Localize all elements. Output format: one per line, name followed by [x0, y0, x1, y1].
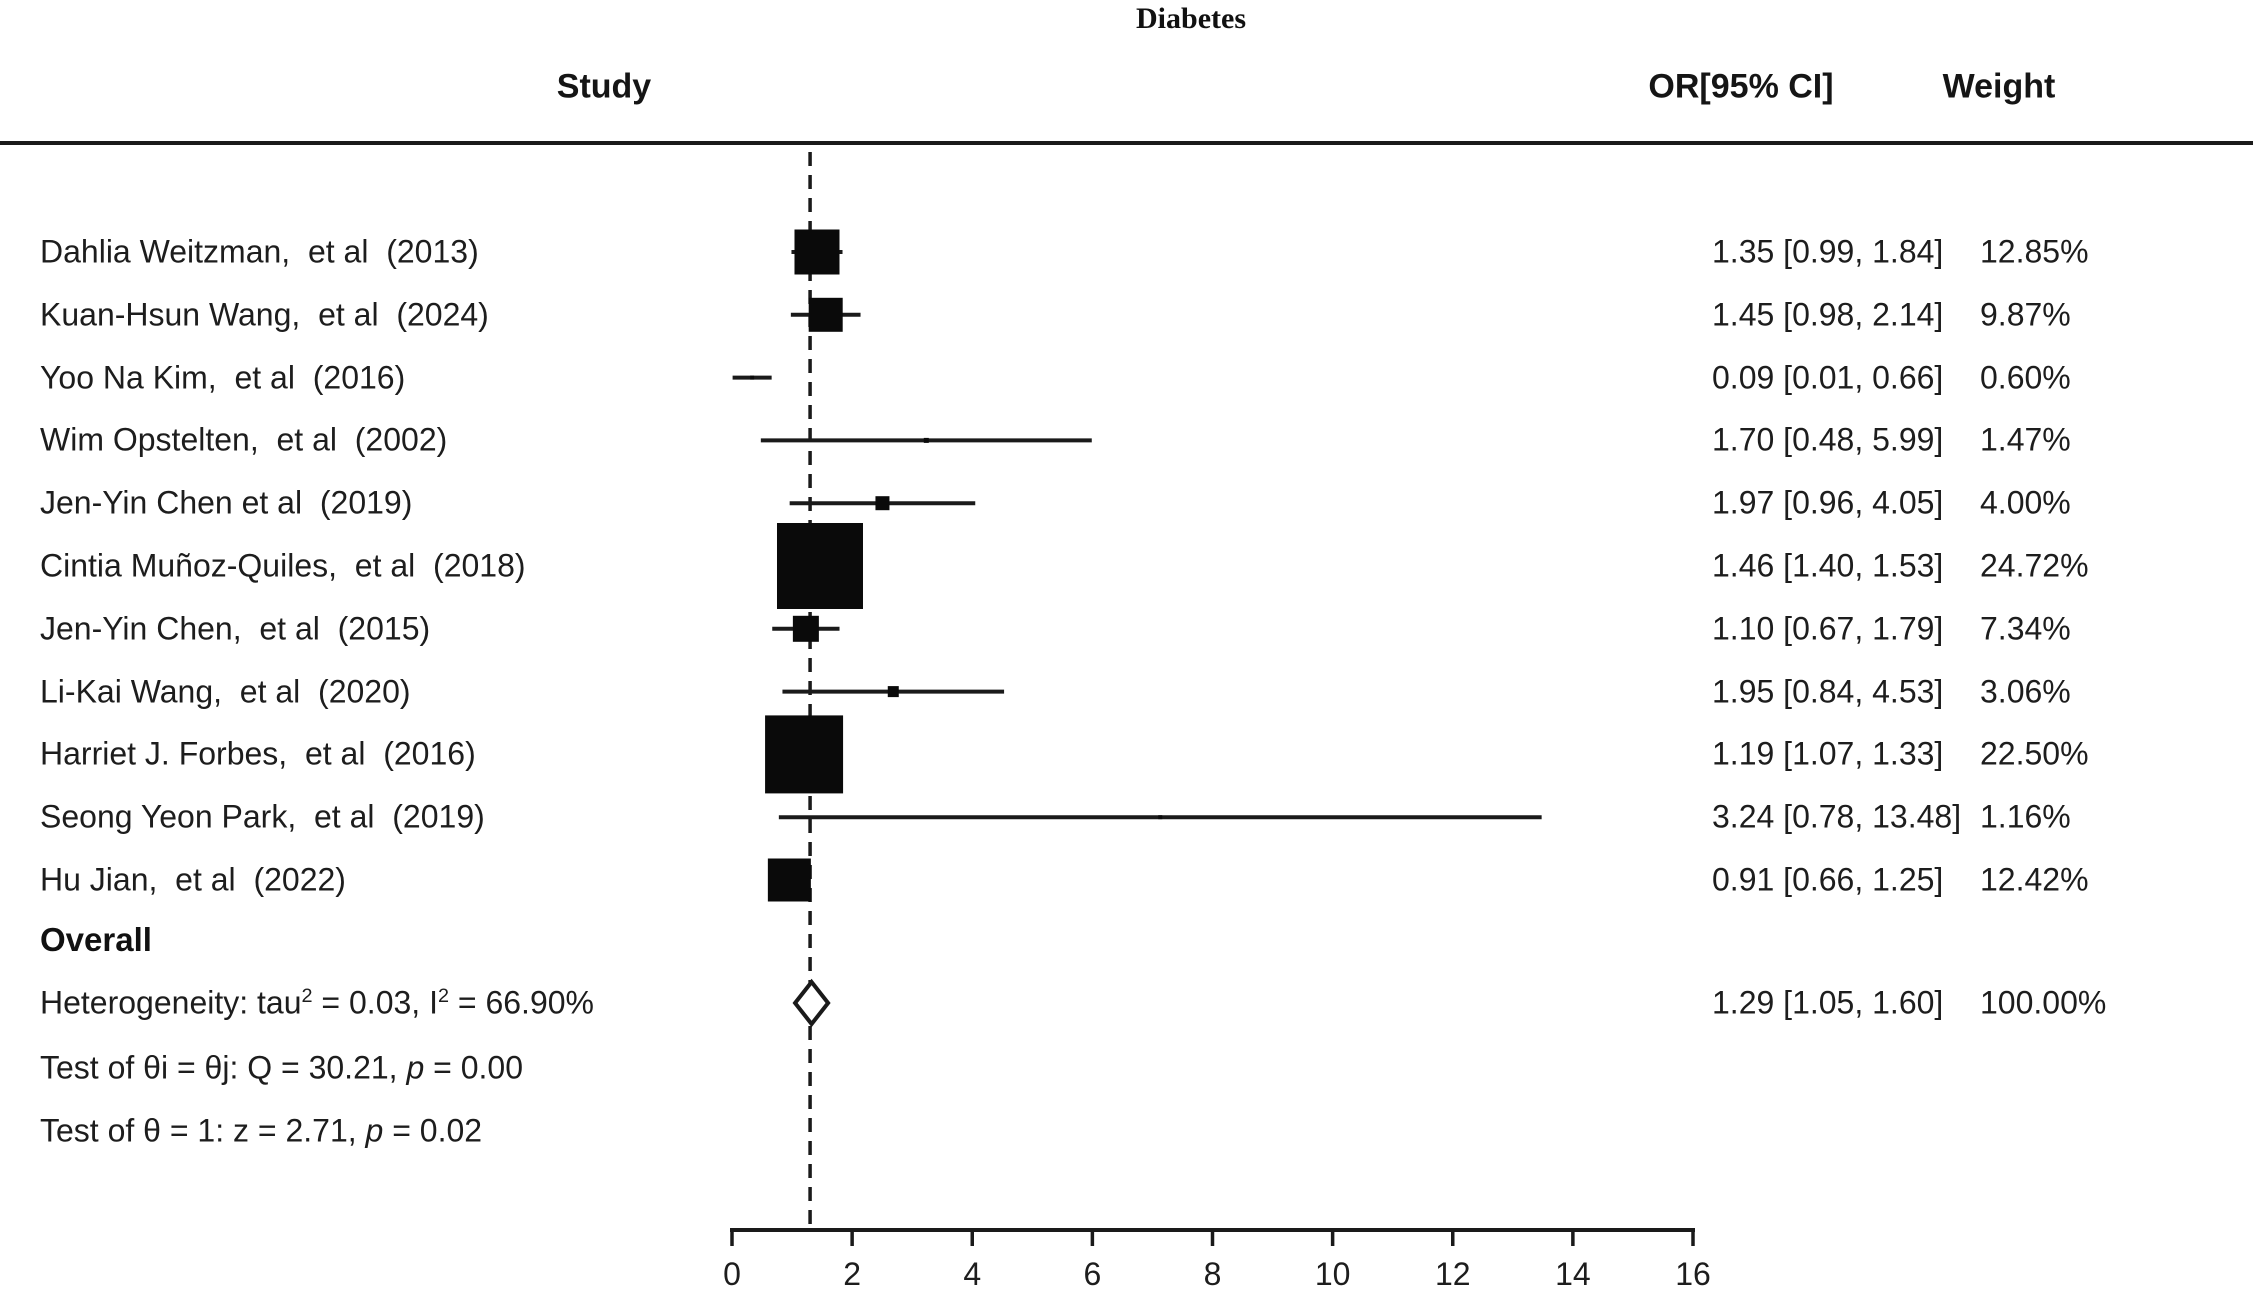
study-label: Dahlia Weitzman, et al (2013) — [40, 233, 479, 270]
stat-text-part: 2 — [301, 984, 313, 1007]
x-axis-tick-label: 14 — [1555, 1256, 1591, 1292]
x-axis-tick-label: 12 — [1435, 1256, 1471, 1292]
stat-text-part: Test of θ = 1: z = 2.71, — [40, 1112, 366, 1149]
x-axis-tick-label: 4 — [963, 1256, 981, 1292]
study-label: Jen-Yin Chen et al (2019) — [40, 484, 413, 521]
or-ci-value: 1.46 [1.40, 1.53] — [1712, 547, 1944, 584]
or-ci-value: 1.97 [0.96, 4.05] — [1712, 484, 1944, 521]
heterogeneity-text: Heterogeneity: tau2 = 0.03, I2 = 66.90% — [40, 985, 594, 1022]
x-axis-tick-label: 6 — [1083, 1256, 1101, 1292]
weight-value: 22.50% — [1980, 735, 2089, 772]
or-ci-value: 0.09 [0.01, 0.66] — [1712, 359, 1944, 396]
x-axis-tick-label: 8 — [1204, 1256, 1222, 1292]
weight-value: 3.06% — [1980, 673, 2071, 710]
stat-text-part: 2 — [437, 984, 449, 1007]
stat-text-part: = 66.90% — [448, 984, 594, 1021]
column-header-or-ci: OR[95% CI] — [1648, 67, 1834, 106]
weight-value: 0.60% — [1980, 359, 2071, 396]
or-ci-value: 3.24 [0.78, 13.48] — [1712, 798, 1962, 835]
or-ci-value: 1.19 [1.07, 1.33] — [1712, 735, 1944, 772]
weight-value: 100.00% — [1980, 984, 2107, 1021]
effect-square — [794, 229, 840, 275]
weight-value: 4.00% — [1980, 484, 2071, 521]
or-ci-value: 1.29 [1.05, 1.60] — [1712, 984, 1944, 1021]
column-header-study: Study — [556, 67, 652, 106]
x-axis-tick-label: 2 — [843, 1256, 861, 1292]
effect-square — [1158, 815, 1163, 820]
overall-label: Overall — [40, 921, 152, 959]
study-label: Hu Jian, et al (2022) — [40, 861, 346, 898]
weight-value: 24.72% — [1980, 547, 2089, 584]
effect-square — [767, 858, 811, 902]
header-divider — [0, 141, 2253, 145]
stat-text-part: Test of θi = θj: Q = 30.21, — [40, 1049, 407, 1086]
weight-value: 12.85% — [1980, 233, 2089, 270]
effect-square — [750, 375, 755, 380]
effect-square — [808, 297, 843, 332]
study-label: Li-Kai Wang, et al (2020) — [40, 673, 411, 710]
study-label: Jen-Yin Chen, et al (2015) — [40, 610, 431, 647]
effect-square — [776, 523, 863, 609]
x-axis-tick-label: 0 — [723, 1256, 741, 1292]
weight-value: 1.47% — [1980, 421, 2071, 458]
or-ci-value: 1.95 [0.84, 4.53] — [1712, 673, 1944, 710]
stat-text-part: p — [365, 1112, 384, 1149]
study-label: Kuan-Hsun Wang, et al (2024) — [40, 296, 489, 333]
study-label: Yoo Na Kim, et al (2016) — [40, 359, 406, 396]
stat-text-part: = 0.02 — [383, 1112, 483, 1149]
stat-text-part: Heterogeneity: tau — [40, 984, 302, 1021]
effect-square — [887, 686, 899, 698]
study-label: Harriet J. Forbes, et al (2016) — [40, 735, 476, 772]
test-line: Test of θ = 1: z = 2.71, p = 0.02 — [40, 1113, 482, 1150]
weight-value: 1.16% — [1980, 798, 2071, 835]
weight-value: 7.34% — [1980, 610, 2071, 647]
effect-square — [792, 615, 819, 642]
stat-text-part: = 0.00 — [424, 1049, 523, 1086]
weight-value: 9.87% — [1980, 296, 2071, 333]
or-ci-value: 1.45 [0.98, 2.14] — [1712, 296, 1944, 333]
stat-text-part: p — [406, 1049, 425, 1086]
effect-square — [875, 496, 890, 511]
study-label: Wim Opstelten, et al (2002) — [40, 421, 448, 458]
or-ci-value: 1.70 [0.48, 5.99] — [1712, 421, 1944, 458]
test-line: Test of θi = θj: Q = 30.21, p = 0.00 — [40, 1050, 523, 1087]
stat-text-part: = 0.03, I — [312, 984, 438, 1021]
chart-title: Diabetes — [1136, 2, 1246, 35]
effect-square — [923, 437, 929, 443]
effect-square — [765, 715, 844, 794]
column-header-weight: Weight — [1942, 67, 2056, 106]
study-label: Seong Yeon Park, et al (2019) — [40, 798, 485, 835]
or-ci-value: 1.10 [0.67, 1.79] — [1712, 610, 1944, 647]
x-axis-tick-label: 10 — [1315, 1256, 1351, 1292]
weight-value: 12.42% — [1980, 861, 2089, 898]
or-ci-value: 1.35 [0.99, 1.84] — [1712, 233, 1944, 270]
overall-diamond — [792, 978, 831, 1028]
study-label: Cintia Muñoz-Quiles, et al (2018) — [40, 547, 526, 584]
x-axis-tick-label: 16 — [1675, 1256, 1711, 1292]
or-ci-value: 0.91 [0.66, 1.25] — [1712, 861, 1944, 898]
